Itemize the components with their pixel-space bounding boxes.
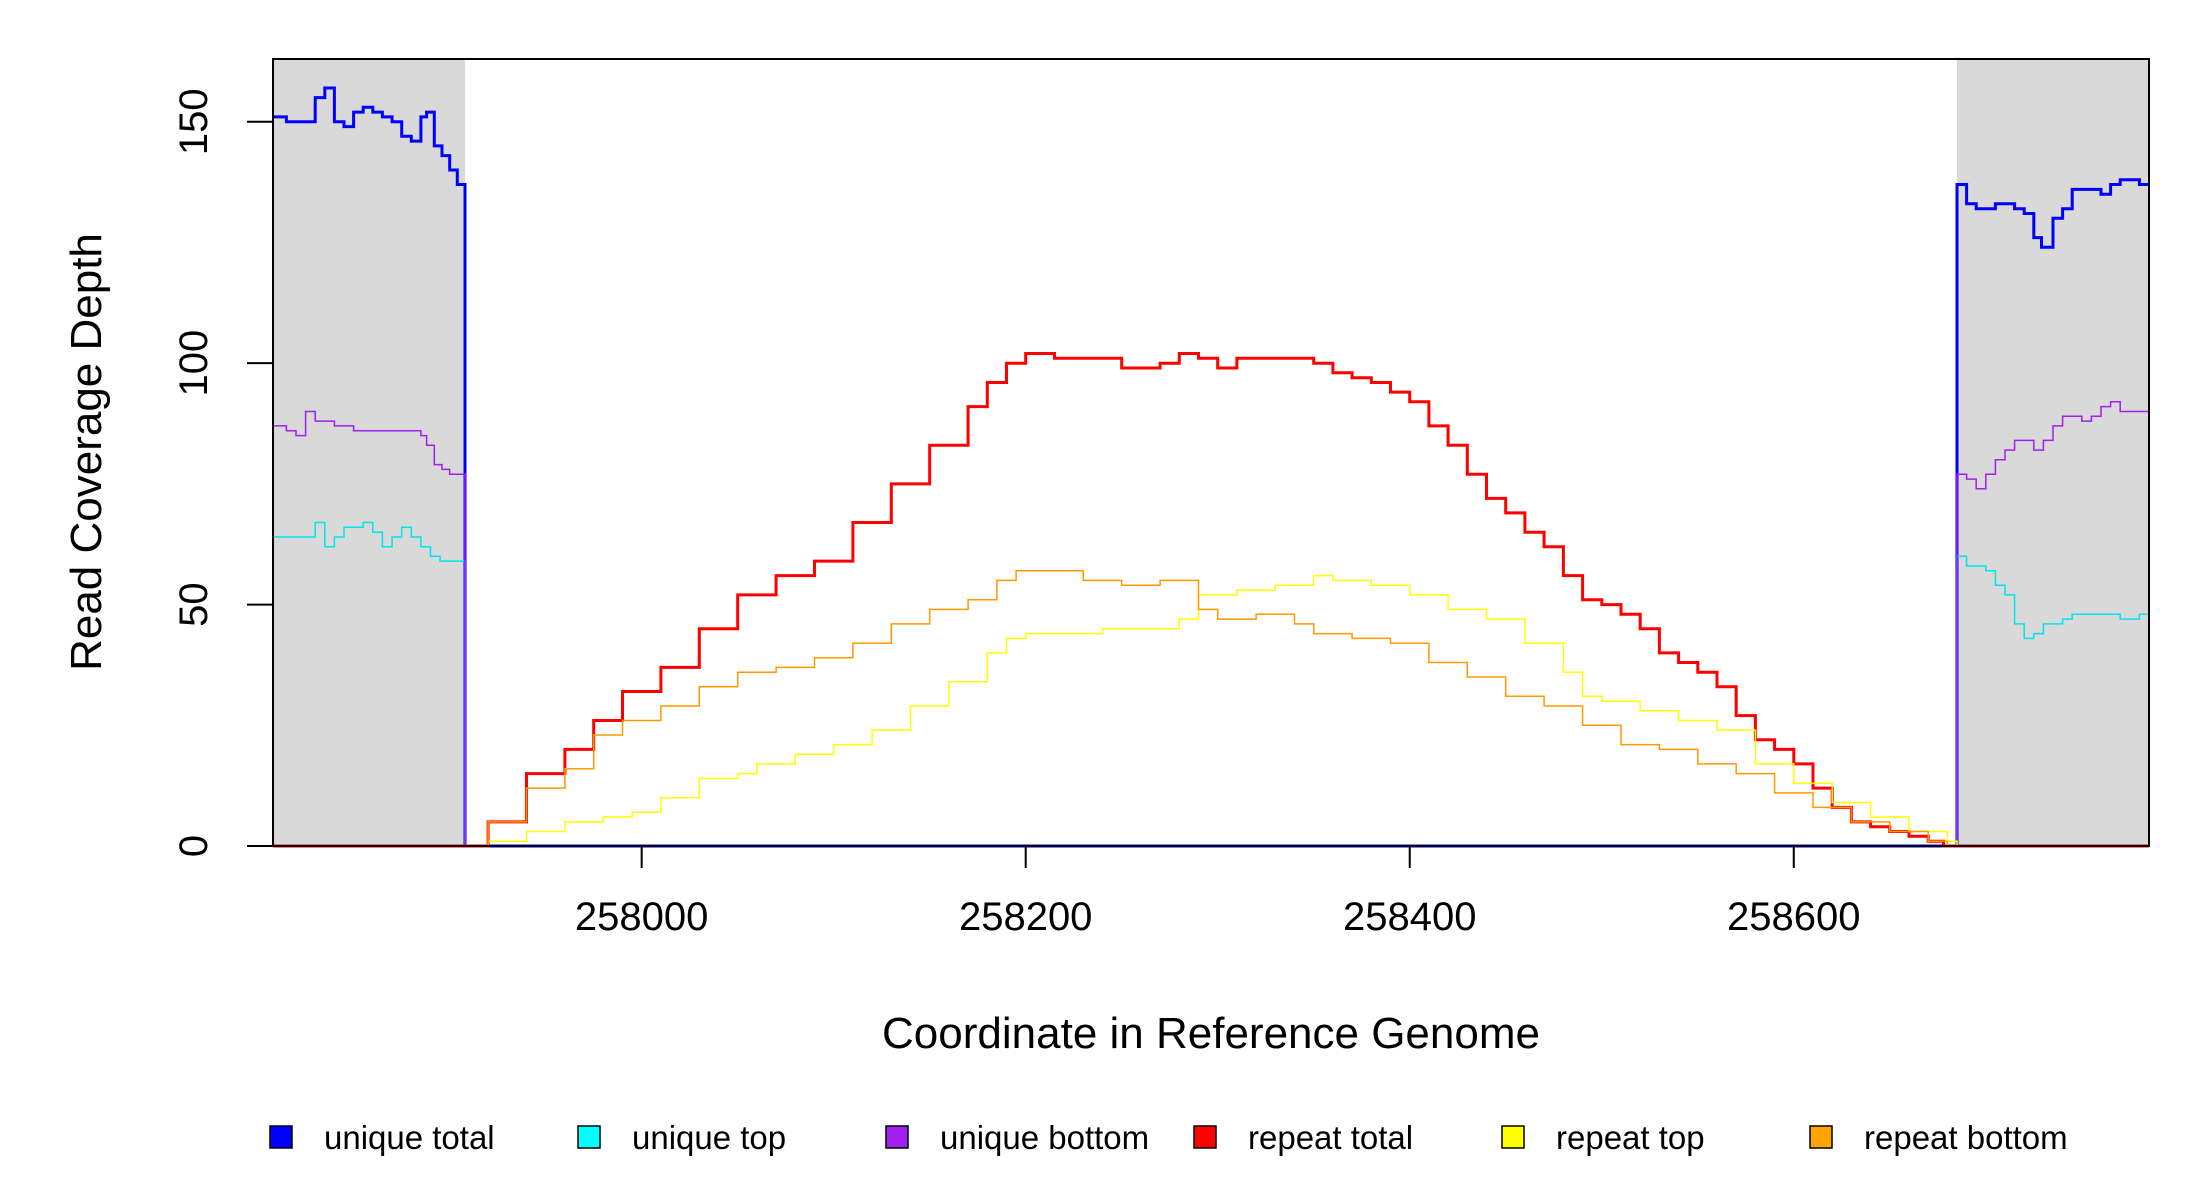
- series-repeat-top: [273, 574, 2149, 847]
- y-axis-title: Read Coverage Depth: [62, 233, 111, 671]
- shaded-region-1: [273, 59, 466, 846]
- legend: unique total unique top unique bottom repea…: [269, 1119, 2068, 1156]
- series-unique-bottom: [273, 401, 2150, 847]
- series-unique-total: [273, 86, 2149, 848]
- shaded-region-2: [1956, 59, 2149, 846]
- legend-swatch: [269, 1125, 293, 1149]
- x-tick-label: 258400: [1343, 895, 1476, 939]
- legend-swatch: [1809, 1125, 1833, 1149]
- legend-swatch: [1193, 1125, 1217, 1149]
- x-axis-title: Coordinate in Reference Genome: [882, 1009, 1540, 1058]
- legend-label: unique total: [324, 1119, 495, 1156]
- plot-frame: [272, 58, 2150, 847]
- legend-label: repeat top: [1556, 1119, 1705, 1156]
- series-repeat-bottom: [273, 570, 2149, 847]
- legend-swatch: [885, 1125, 909, 1149]
- x-axis: 258000 258200 258400 258600: [575, 846, 1861, 939]
- legend-swatch: [577, 1125, 601, 1149]
- y-tick-label: 50: [172, 582, 216, 627]
- y-tick-label: 100: [172, 330, 216, 397]
- legend-label: repeat total: [1248, 1119, 1413, 1156]
- legend-swatch: [1501, 1125, 1525, 1149]
- y-tick-label: 150: [172, 88, 216, 155]
- shaded-regions: [273, 59, 2149, 846]
- legend-label: unique bottom: [940, 1119, 1149, 1156]
- series-repeat-total: [273, 352, 2149, 848]
- y-axis: 0 50 100 150: [172, 88, 273, 857]
- x-tick-label: 258000: [575, 895, 708, 939]
- legend-label: repeat bottom: [1864, 1119, 2068, 1156]
- y-tick-label: 0: [172, 835, 216, 857]
- x-tick-label: 258200: [959, 895, 1092, 939]
- x-tick-label: 258600: [1727, 895, 1860, 939]
- series-lines: [273, 86, 2150, 848]
- legend-label: unique top: [632, 1119, 786, 1156]
